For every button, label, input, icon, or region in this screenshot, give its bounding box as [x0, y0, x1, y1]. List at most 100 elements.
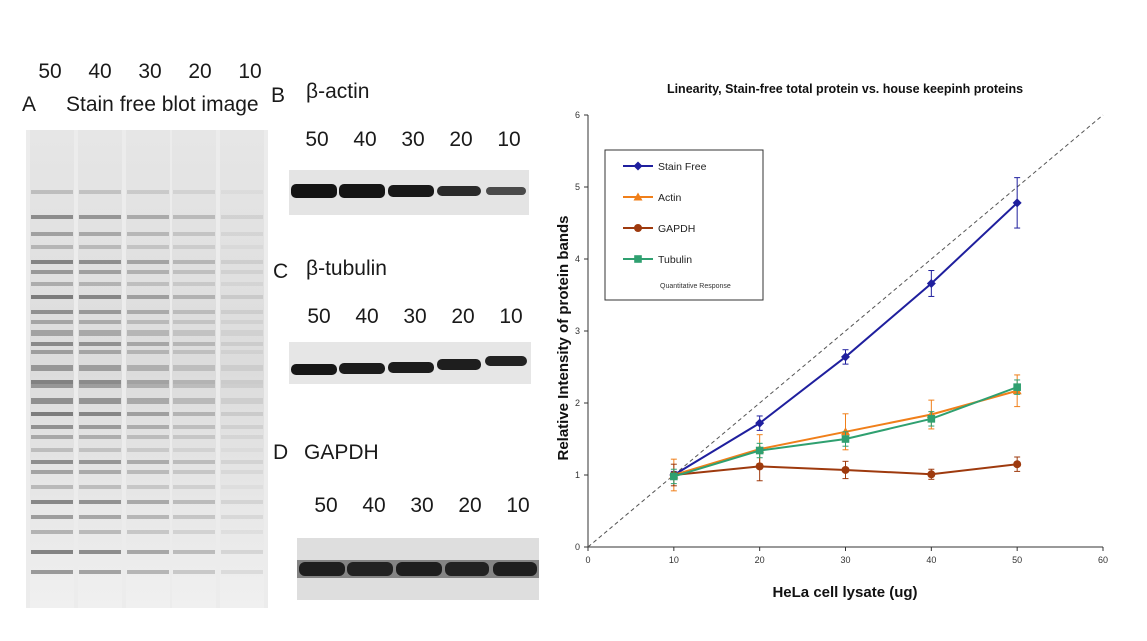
panel-letter-a: A — [22, 93, 37, 116]
x-tick-label: 40 — [926, 555, 936, 565]
x-tick-label: 20 — [755, 555, 765, 565]
data-point — [841, 435, 850, 443]
linearity-chart: Linearity, Stain-free total protein vs. … — [555, 82, 1108, 601]
blot-band — [127, 310, 169, 314]
blot-band — [173, 398, 215, 404]
chart-plot-area — [669, 177, 1022, 492]
lane-label: 10 — [238, 60, 262, 83]
blot-band — [127, 550, 169, 554]
blot-band — [31, 232, 73, 236]
y-tick-label: 1 — [575, 470, 580, 480]
data-point — [927, 470, 936, 479]
blot-band — [173, 245, 215, 249]
data-point — [755, 462, 764, 471]
blot-band — [31, 295, 73, 299]
legend-marker — [633, 161, 643, 171]
legend-box — [604, 149, 764, 301]
blot-band — [31, 282, 73, 286]
blot-band — [31, 570, 73, 574]
blot-band — [173, 412, 215, 416]
lane-label: 50 — [305, 128, 329, 151]
blot-band — [31, 448, 73, 452]
blot-band — [127, 245, 169, 249]
blot-band — [31, 550, 73, 554]
blot-band — [221, 435, 263, 439]
panel-title-d: GAPDH — [304, 441, 379, 464]
blot-band — [127, 470, 169, 474]
blot-band — [79, 295, 121, 299]
blot-band — [79, 365, 121, 371]
blot-band — [221, 470, 263, 474]
blot-band — [127, 448, 169, 452]
panel-title-a: Stain free blot image — [66, 93, 259, 116]
blot-band — [127, 295, 169, 299]
legend-label: Stain Free — [658, 161, 707, 173]
x-tick-label: 0 — [585, 555, 590, 565]
blot-band — [127, 485, 169, 489]
blot-band — [79, 270, 121, 274]
lane-labels-c: 50 40 30 20 10 — [295, 305, 535, 329]
blot-lane — [172, 130, 216, 608]
blot-band — [31, 215, 73, 219]
blot-band — [221, 350, 263, 354]
blot-band — [173, 380, 215, 384]
blot-band — [221, 550, 263, 554]
blot-band — [31, 435, 73, 439]
blot-band — [127, 398, 169, 404]
blot-band — [31, 470, 73, 474]
blot-band — [173, 530, 215, 534]
blot-lane — [126, 130, 170, 608]
gapdh-blot-image — [297, 538, 539, 600]
blot-band — [79, 500, 121, 504]
lane-labels-a: 50 40 30 20 10 — [25, 60, 275, 84]
lane-label: 30 — [401, 128, 425, 151]
blot-band — [127, 190, 169, 194]
blot-band — [221, 310, 263, 314]
blot-band — [31, 425, 73, 429]
blot-band — [127, 320, 169, 324]
blot-band — [127, 460, 169, 464]
stain-free-blot-graphic — [26, 130, 268, 608]
blot-band — [127, 232, 169, 236]
data-point — [1012, 198, 1022, 208]
x-tick-label: 50 — [1012, 555, 1022, 565]
beta-tubulin-blot-graphic — [289, 342, 531, 384]
blot-band — [221, 570, 263, 574]
lane-label: 40 — [353, 128, 377, 151]
blot-band — [173, 448, 215, 452]
blot-band — [221, 398, 263, 404]
data-point — [841, 352, 850, 362]
stain-free-blot-image — [26, 130, 268, 608]
blot-band — [31, 412, 73, 416]
blot-band — [127, 270, 169, 274]
y-tick-label: 2 — [575, 398, 580, 408]
y-tick-label: 6 — [575, 110, 580, 120]
blot-band — [79, 342, 121, 346]
blot-band — [173, 550, 215, 554]
lane-label: 50 — [307, 305, 331, 328]
blot-band — [173, 330, 215, 336]
x-axis-title: HeLa cell lysate (ug) — [772, 584, 917, 601]
panel-title-c: β-tubulin — [306, 257, 387, 280]
blot-band — [31, 310, 73, 314]
blot-band — [79, 530, 121, 534]
data-point — [841, 465, 850, 474]
chart-legend: Stain Free Actin GAPDH Tubulin Quantitative … — [604, 149, 764, 301]
lane-label: 20 — [188, 60, 212, 83]
y-axis-title: Relative Intensity of protein bands — [555, 215, 572, 460]
lane-label: 50 — [38, 60, 62, 83]
blot-band — [221, 342, 263, 346]
blot-band — [221, 190, 263, 194]
blot-band — [31, 190, 73, 194]
blot-band — [31, 342, 73, 346]
blot-band — [221, 460, 263, 464]
lane-label: 40 — [88, 60, 112, 83]
legend-label: Tubulin — [658, 254, 692, 266]
blot-band — [79, 398, 121, 404]
blot-band — [173, 190, 215, 194]
blot-band — [127, 282, 169, 286]
data-point — [927, 415, 936, 423]
blot-band — [79, 310, 121, 314]
beta-actin-blot-image — [289, 170, 529, 215]
legend-note: Quantitative Response — [660, 283, 731, 290]
